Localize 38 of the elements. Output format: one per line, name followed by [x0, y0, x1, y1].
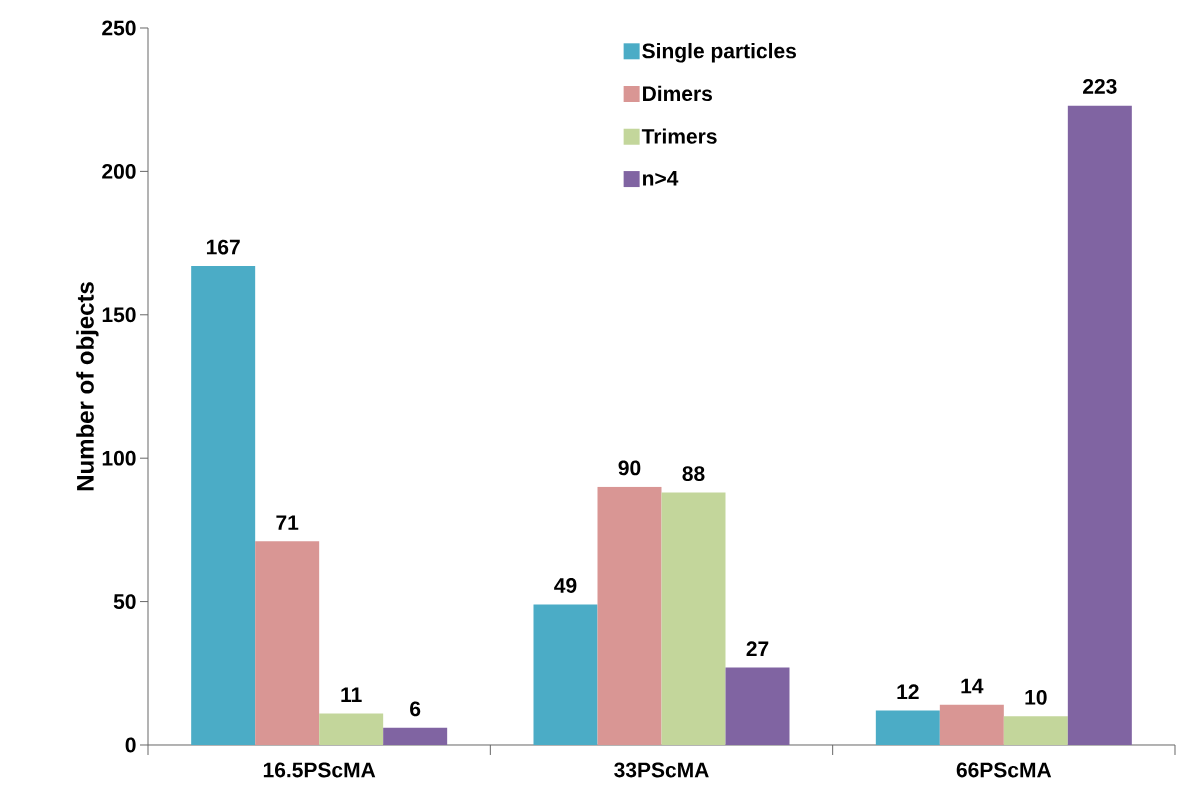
x-tick-label: 66PScMA	[956, 762, 1052, 778]
y-tick-label: 200	[102, 163, 136, 179]
bar	[939, 704, 1004, 745]
y-tick-label: 250	[102, 20, 136, 36]
bar	[533, 604, 598, 745]
legend-label: n>4	[643, 171, 679, 186]
bar	[597, 486, 662, 745]
data-label: 27	[746, 641, 769, 657]
data-label: 223	[1083, 78, 1117, 94]
data-label: 71	[276, 515, 299, 530]
data-label: 10	[1025, 689, 1047, 705]
bar	[661, 492, 726, 745]
data-label: 88	[682, 466, 705, 482]
x-tick-label: 16.5PScMA	[263, 762, 376, 778]
legend-label: Trimers	[641, 128, 717, 144]
legend-label: Dimers	[643, 85, 712, 102]
data-label: 14	[961, 678, 984, 694]
data-label: 167	[206, 239, 240, 255]
bar	[191, 266, 256, 745]
y-tick-label: 0	[125, 737, 136, 753]
data-label: 6	[410, 701, 421, 717]
data-label: 90	[618, 460, 641, 476]
bar	[1067, 105, 1132, 745]
bar	[725, 667, 790, 745]
y-tick-label: 150	[102, 307, 136, 323]
y-tick-label: 100	[102, 450, 136, 466]
bar	[319, 713, 384, 745]
bar	[255, 541, 320, 745]
x-tick-label: 33PScMA	[614, 762, 709, 778]
data-label: 49	[554, 578, 577, 593]
y-axis-title: Number of objects	[76, 282, 99, 491]
legend-label: Single particles	[642, 42, 796, 63]
bar	[875, 710, 940, 745]
data-label: 11	[341, 687, 362, 702]
data-label: 12	[897, 684, 919, 700]
y-tick-label: 50	[113, 594, 136, 610]
bar	[383, 727, 448, 745]
bar	[1003, 716, 1068, 745]
